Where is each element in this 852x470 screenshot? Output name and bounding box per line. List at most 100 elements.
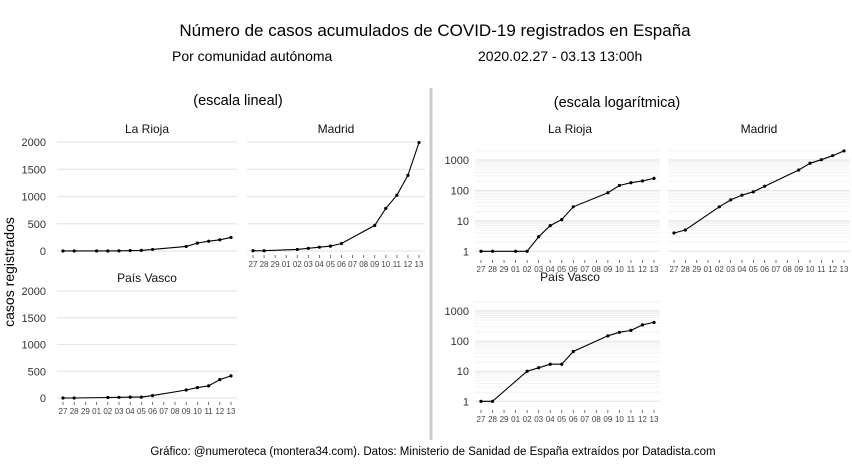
- x-tick-label: 07: [580, 265, 589, 274]
- data-point: [317, 245, 321, 249]
- y-tick-label: 100: [451, 336, 469, 348]
- data-point: [72, 249, 76, 253]
- x-tick-label: 12: [828, 265, 837, 274]
- x-tick-label: 05: [137, 407, 146, 416]
- data-point: [652, 320, 656, 325]
- x-tick-label: 02: [103, 407, 112, 416]
- data-point: [606, 191, 610, 195]
- y-tick-label: 0: [40, 393, 46, 405]
- y-tick-label: 500: [28, 366, 46, 378]
- data-point: [117, 395, 121, 399]
- x-tick-label: 28: [70, 407, 79, 416]
- x-tick-label: 11: [817, 265, 826, 274]
- data-point: [525, 249, 529, 253]
- data-point: [763, 184, 767, 188]
- chart-subtitle: Por comunidad autónoma: [172, 48, 333, 64]
- data-point: [617, 330, 622, 334]
- data-point: [831, 154, 835, 158]
- data-point: [617, 183, 622, 188]
- x-tick-label: 28: [260, 260, 269, 269]
- x-tick-label: 05: [557, 265, 566, 274]
- data-point: [797, 168, 801, 172]
- y-tick-label: 500: [28, 219, 46, 231]
- x-tick-label: 29: [500, 265, 509, 274]
- data-point: [640, 179, 645, 183]
- x-tick-label: 08: [171, 407, 180, 416]
- data-point: [683, 228, 687, 232]
- x-tick-label: 02: [523, 265, 532, 274]
- x-tick-label: 06: [569, 265, 578, 274]
- data-point: [295, 247, 299, 252]
- y-tick-label: 2000: [22, 286, 46, 298]
- x-tick-label: 07: [348, 260, 357, 269]
- x-tick-label: 11: [627, 265, 636, 274]
- x-tick-label: 11: [627, 415, 636, 424]
- x-tick-label: 12: [638, 415, 647, 424]
- y-tick-label: 100: [451, 185, 469, 197]
- x-tick-label: 02: [293, 260, 302, 269]
- x-tick-label: 29: [692, 265, 701, 274]
- data-point: [195, 385, 199, 390]
- x-tick-label: 08: [592, 415, 601, 424]
- y-tick-label: 0: [40, 246, 46, 258]
- data-point: [207, 239, 211, 243]
- linear-section-title: (escala lineal): [193, 93, 282, 109]
- facet-panel: País Vasco 1 10 100 1000 27 28 29 01 02 03 04 05 06 07…: [445, 270, 660, 424]
- x-tick-label: 03: [115, 407, 124, 416]
- data-point: [72, 396, 76, 400]
- x-tick-label: 06: [760, 265, 769, 274]
- data-point: [652, 176, 656, 180]
- x-tick-label: 03: [534, 415, 543, 424]
- data-point: [128, 395, 132, 399]
- facet-panel: Madrid 27 28 29 01 02 03 04 05 06 07 08 09 10 11 12 13: [668, 122, 850, 274]
- data-point: [560, 218, 564, 222]
- data-point: [571, 349, 575, 354]
- x-tick-label: 10: [615, 265, 624, 274]
- y-tick-label: 1500: [22, 164, 46, 176]
- data-point: [560, 362, 564, 366]
- data-point: [151, 393, 155, 398]
- y-tick-label: 1: [463, 246, 469, 258]
- x-tick-label: 27: [249, 260, 258, 269]
- x-tick-label: 10: [615, 415, 624, 424]
- x-tick-label: 05: [749, 265, 758, 274]
- series-line: [673, 150, 845, 234]
- data-point: [395, 193, 399, 197]
- x-tick-label: 01: [282, 260, 291, 269]
- data-point: [229, 374, 233, 378]
- facet-panel: La Rioja 0 500 1000 1500 2000: [22, 122, 237, 258]
- x-tick-label: 10: [806, 265, 815, 274]
- x-tick-label: 12: [215, 407, 224, 416]
- log-section-title: (escala logarítmica): [554, 95, 681, 111]
- x-tick-label: 04: [546, 265, 555, 274]
- data-point: [548, 223, 552, 228]
- facet-panel: Madrid 27 28 29 01 02 03 04 05 06 07 08 09 10 11 12 13: [247, 122, 425, 269]
- x-tick-label: 09: [603, 265, 612, 274]
- data-point: [640, 323, 645, 327]
- series-line: [63, 236, 232, 252]
- data-point: [729, 198, 733, 202]
- x-tick-label: 03: [726, 265, 735, 274]
- x-tick-label: 13: [650, 265, 659, 274]
- data-point: [571, 205, 575, 209]
- data-point: [139, 395, 143, 399]
- series-line: [63, 375, 232, 399]
- x-tick-label: 05: [326, 260, 335, 269]
- facet-title: La Rioja: [548, 122, 592, 136]
- x-tick-label: 08: [783, 265, 792, 274]
- y-tick-label: 2000: [22, 137, 46, 149]
- chart-date-range: 2020.02.27 - 03.13 13:00h: [478, 48, 642, 64]
- data-point: [262, 249, 266, 253]
- series-line: [481, 321, 655, 402]
- series-line: [481, 177, 655, 252]
- x-tick-label: 12: [638, 265, 647, 274]
- x-tick-label: 08: [592, 265, 601, 274]
- x-tick-label: 09: [603, 415, 612, 424]
- x-tick-label: 09: [370, 260, 379, 269]
- x-tick-label: 09: [182, 407, 191, 416]
- data-point: [842, 149, 846, 153]
- data-point: [251, 249, 255, 253]
- data-point: [629, 181, 633, 185]
- x-tick-label: 02: [523, 415, 532, 424]
